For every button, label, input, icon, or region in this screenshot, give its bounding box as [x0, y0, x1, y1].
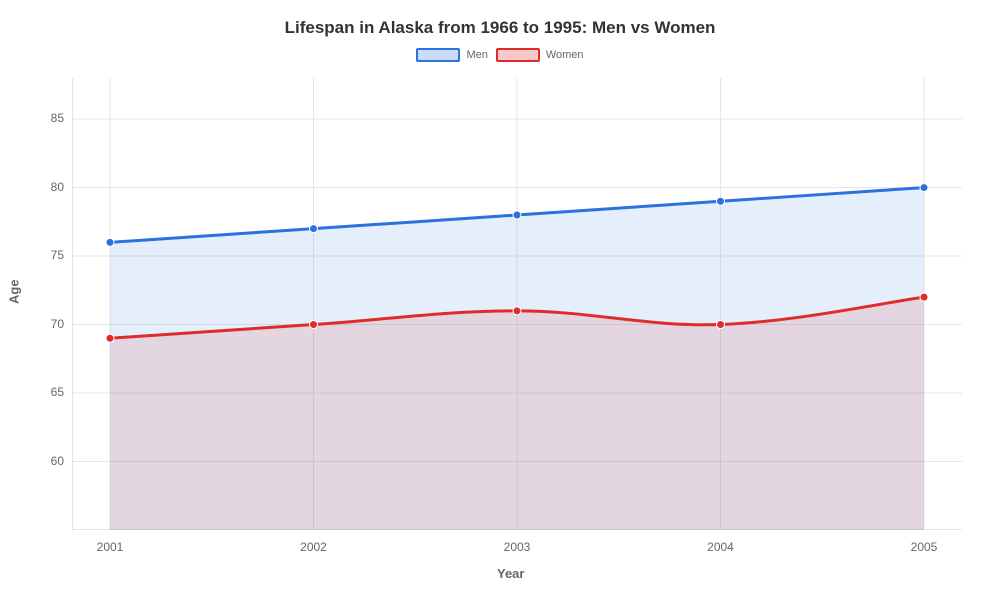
x-tick-label: 2001 — [90, 540, 130, 554]
x-tick-label: 2003 — [497, 540, 537, 554]
y-tick-label: 80 — [51, 180, 64, 194]
legend-item-women[interactable]: Women — [496, 48, 584, 62]
legend-item-men[interactable]: Men — [416, 48, 487, 62]
y-tick-label: 75 — [51, 248, 64, 262]
plot-area — [72, 78, 962, 530]
y-tick-label: 85 — [51, 111, 64, 125]
y-axis-label: Age — [7, 279, 22, 304]
legend-label-men: Men — [466, 49, 487, 61]
x-axis-label: Year — [497, 566, 524, 581]
chart-title: Lifespan in Alaska from 1966 to 1995: Me… — [0, 18, 1000, 38]
chart-svg — [72, 78, 962, 530]
legend-label-women: Women — [546, 49, 584, 61]
chart-legend: Men Women — [0, 48, 1000, 62]
y-tick-label: 70 — [51, 317, 64, 331]
x-tick-label: 2004 — [701, 540, 741, 554]
x-tick-label: 2005 — [904, 540, 944, 554]
legend-swatch-men — [416, 48, 460, 62]
chart-container: Lifespan in Alaska from 1966 to 1995: Me… — [0, 0, 1000, 600]
y-tick-label: 60 — [51, 454, 64, 468]
x-tick-label: 2002 — [294, 540, 334, 554]
y-tick-label: 65 — [51, 385, 64, 399]
legend-swatch-women — [496, 48, 540, 62]
